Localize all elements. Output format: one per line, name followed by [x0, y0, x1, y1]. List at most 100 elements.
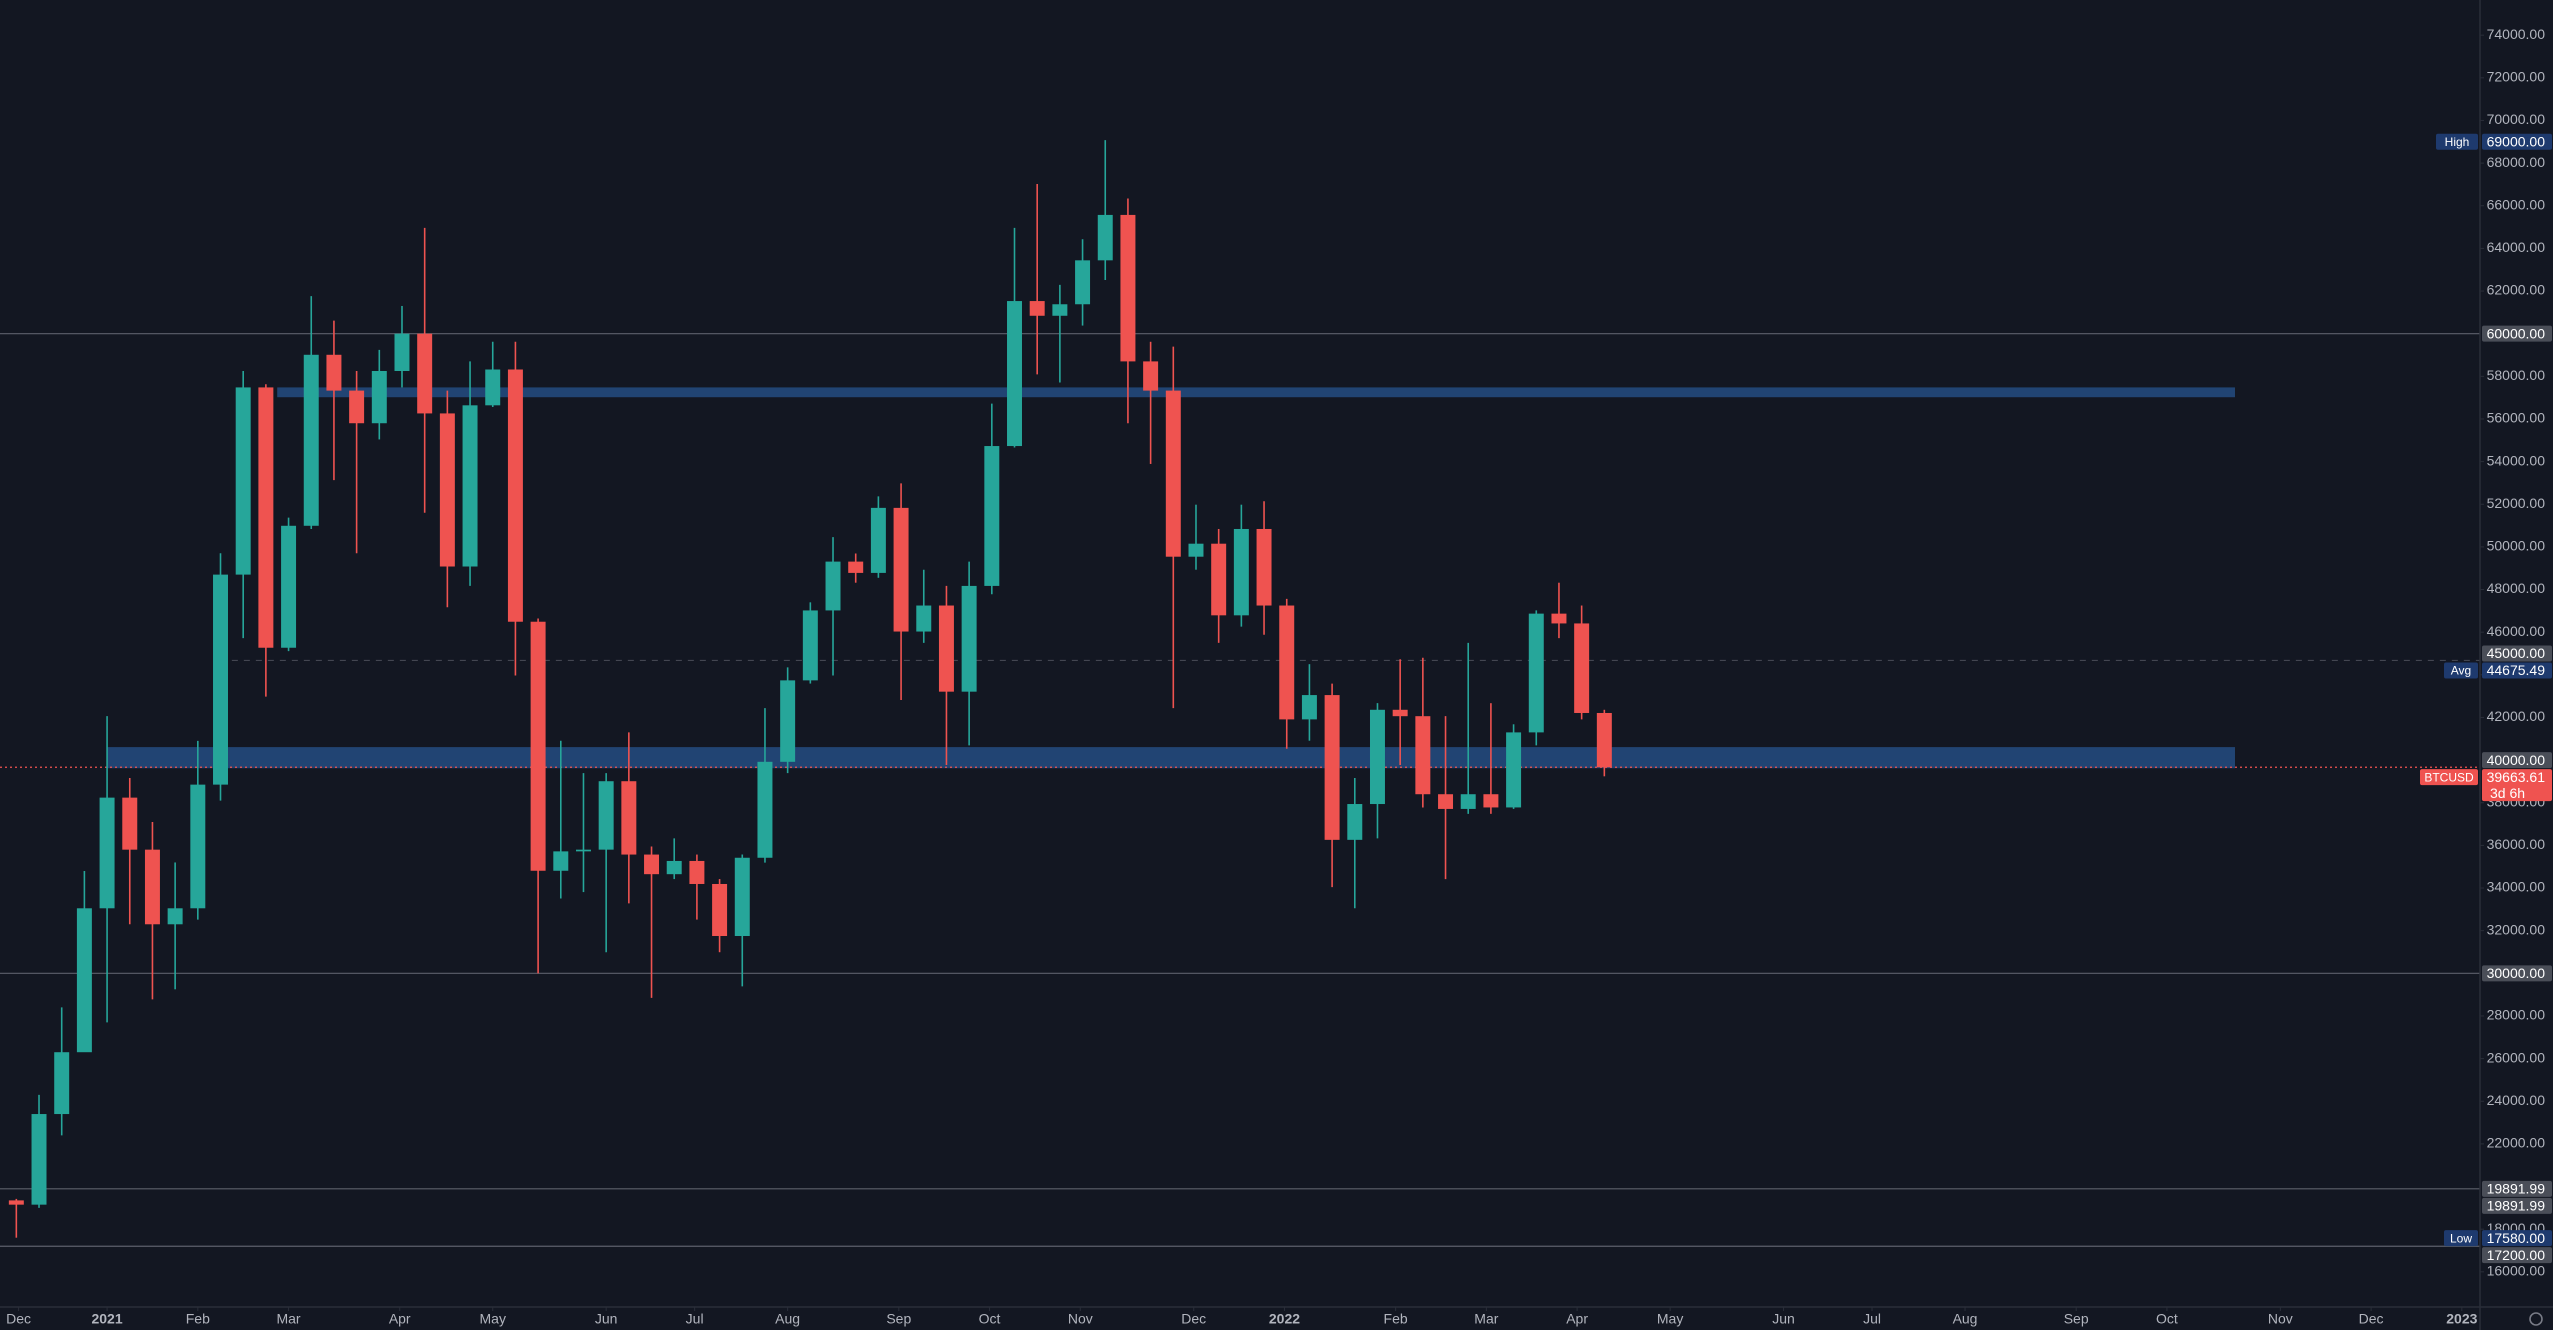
candle-body	[961, 585, 977, 692]
price-tag-box	[2482, 1230, 2552, 1247]
price-tag-box	[2482, 752, 2552, 769]
x-tick-label: Dec	[6, 1311, 31, 1327]
candle-body	[349, 390, 365, 424]
candle-body	[303, 354, 319, 526]
y-tick-label: 42000.00	[2487, 708, 2546, 724]
price-tag-name-box	[2436, 133, 2478, 150]
candle-body	[575, 849, 591, 852]
candle-body	[76, 908, 92, 1053]
candle-body	[1551, 613, 1567, 624]
candle-body	[1438, 794, 1454, 809]
y-tick-label: 58000.00	[2487, 367, 2546, 383]
candle-body	[1165, 390, 1181, 557]
x-tick-label: Sep	[886, 1311, 911, 1327]
x-tick-label: 2023	[2446, 1311, 2477, 1327]
x-tick-label: Nov	[1068, 1311, 1093, 1327]
candle-body	[190, 784, 206, 909]
price-tag-label: 19891.99	[2487, 1181, 2546, 1197]
candle-body	[1460, 794, 1476, 809]
candle-body	[144, 849, 160, 925]
candle-body	[621, 781, 637, 855]
candle-body	[530, 621, 546, 871]
candle-body	[167, 908, 183, 925]
y-tick-label: 66000.00	[2487, 196, 2546, 212]
settings-icon[interactable]	[2529, 1312, 2543, 1326]
candle-body	[417, 333, 433, 414]
candle-body	[54, 1052, 70, 1115]
y-tick-label: 28000.00	[2487, 1007, 2546, 1023]
candle-body	[780, 680, 796, 762]
candle-body	[734, 857, 750, 937]
x-tick-label: Aug	[775, 1311, 800, 1327]
axes: 16000.0018000.0022000.0024000.0026000.00…	[6, 26, 2545, 1327]
y-tick-label: 64000.00	[2487, 239, 2546, 255]
price-tag-label: 60000.00	[2487, 325, 2546, 341]
x-tick-label: Jun	[595, 1311, 618, 1327]
y-tick-label: 22000.00	[2487, 1135, 2546, 1151]
candle-body	[1528, 613, 1544, 733]
levels	[0, 333, 2480, 1247]
x-tick-label: Dec	[2359, 1311, 2384, 1327]
candle-body	[1120, 214, 1136, 362]
candle-body	[598, 781, 614, 850]
y-tick-label: 32000.00	[2487, 921, 2546, 937]
x-tick-label: Oct	[979, 1311, 1001, 1327]
candle-body	[1301, 695, 1317, 720]
candle-body	[916, 605, 932, 632]
candle-body	[258, 387, 274, 648]
candle-body	[507, 369, 523, 622]
y-tick-label: 46000.00	[2487, 623, 2546, 639]
zone	[107, 747, 2235, 769]
candle-body	[938, 605, 954, 692]
candle-body	[666, 860, 682, 875]
price-tag-box	[2482, 645, 2552, 662]
candle-body	[1392, 709, 1408, 717]
price-tag-name: High	[2445, 135, 2470, 149]
price-tag-name: Low	[2450, 1231, 2472, 1245]
price-tag-note: 3d 6h	[2490, 785, 2525, 801]
x-tick-label: May	[480, 1311, 506, 1327]
candle-body	[1574, 623, 1590, 713]
candle-body	[893, 507, 909, 632]
candle-body	[1075, 260, 1091, 305]
candle-body	[1279, 605, 1295, 720]
y-tick-label: 74000.00	[2487, 26, 2546, 42]
price-tag-label: 39663.61	[2487, 769, 2546, 785]
candle-body	[984, 446, 1000, 586]
candle-body	[1188, 543, 1204, 557]
price-tag-label: 45000.00	[2487, 645, 2546, 661]
price-tag-name: Avg	[2451, 664, 2471, 678]
zones	[107, 387, 2235, 769]
candle-body	[1029, 301, 1045, 316]
candle-body	[485, 369, 501, 406]
y-tick-label: 68000.00	[2487, 154, 2546, 170]
y-tick-label: 50000.00	[2487, 538, 2546, 554]
price-tag-label: 17200.00	[2487, 1247, 2546, 1263]
price-tag-label: 44675.49	[2487, 662, 2546, 678]
candle-body	[1483, 794, 1499, 808]
settings-button[interactable]	[2529, 1312, 2543, 1326]
y-tick-label: 70000.00	[2487, 111, 2546, 127]
candle-body	[553, 851, 569, 871]
price-tag-box	[2482, 769, 2552, 802]
price-tag-box	[2482, 1197, 2552, 1214]
zone	[277, 387, 2235, 398]
candle-body	[870, 507, 886, 573]
candle-body	[122, 797, 138, 850]
x-tick-label: 2022	[1269, 1311, 1300, 1327]
x-tick-label: Mar	[1474, 1311, 1498, 1327]
x-tick-label: Dec	[1181, 1311, 1206, 1327]
candle-body	[848, 561, 864, 573]
price-tag-name-box	[2444, 1230, 2478, 1247]
candle-body	[394, 333, 410, 371]
candle-body	[1052, 304, 1068, 316]
x-tick-label: Feb	[1384, 1311, 1408, 1327]
price-tag-box	[2482, 325, 2552, 342]
x-tick-label: Jul	[686, 1311, 704, 1327]
candle-body	[1369, 709, 1385, 805]
x-tick-label: Oct	[2156, 1311, 2178, 1327]
candle-body	[371, 370, 387, 424]
y-tick-label: 56000.00	[2487, 410, 2546, 426]
candle-body	[281, 525, 297, 648]
candles	[8, 140, 1612, 1238]
